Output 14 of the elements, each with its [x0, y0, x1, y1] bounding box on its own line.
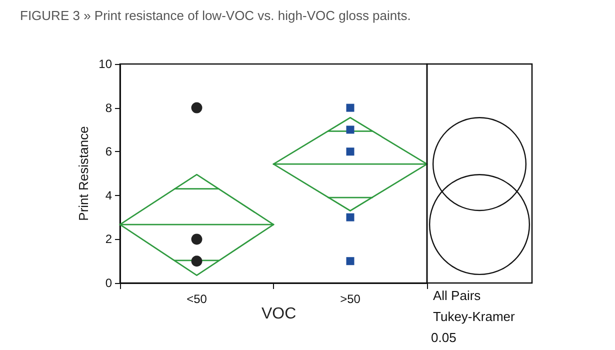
- text: 0.05: [431, 330, 456, 345]
- text: Tukey-Kramer: [433, 309, 516, 324]
- y-tick-label: 0: [105, 276, 112, 290]
- y-axis-title: Print Resistance: [76, 126, 91, 221]
- y-tick-label: 10: [98, 57, 112, 71]
- y-tick-label: 4: [105, 188, 112, 202]
- y-tick-label: 8: [105, 100, 112, 115]
- chart-title: FIGURE 3 » Print resistance of low-VOC vs. high-VOC gloss paints.: [20, 8, 411, 23]
- x-axis-title: VOC: [262, 306, 296, 322]
- text: All Pairs: [433, 288, 482, 303]
- x-tick-label: <50: [186, 292, 208, 306]
- y-tick-label: 2: [105, 232, 112, 246]
- x-tick-label: >50: [340, 292, 361, 306]
- y-tick-label: 6: [105, 144, 112, 159]
